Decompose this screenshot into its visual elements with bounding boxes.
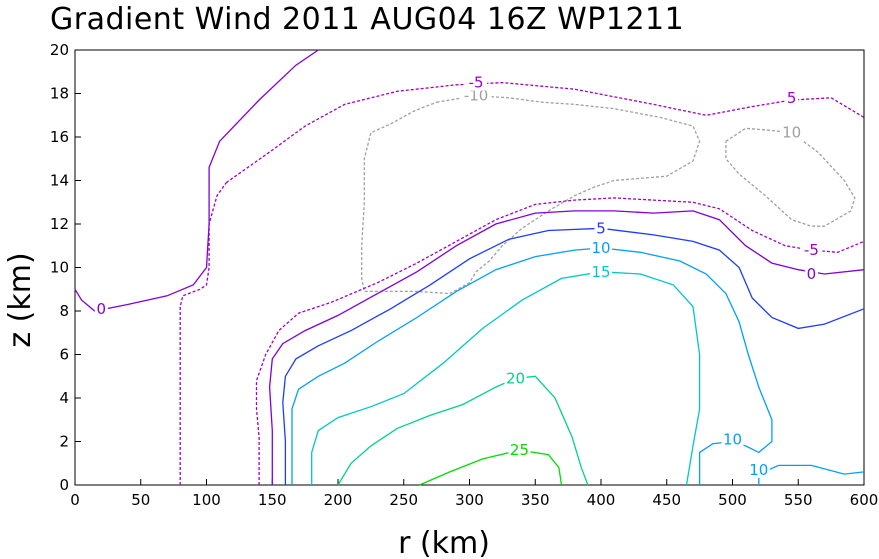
contour-line-25	[419, 449, 563, 486]
contour-label-background	[780, 124, 803, 141]
contour-line-neg5	[179, 182, 227, 485]
contour-line-neg10	[361, 95, 701, 295]
contour-label: 10	[723, 430, 742, 448]
x-tick-label: 0	[70, 491, 80, 509]
y-tick-label: 18	[50, 85, 69, 103]
x-tick-label: 500	[718, 491, 747, 509]
y-tick-label: 10	[50, 259, 69, 277]
y-axis: 0 2 4 6 8 10 12 14 16 18 20	[50, 41, 81, 494]
contour-label-background	[804, 266, 818, 283]
contour-label: 25	[510, 441, 529, 459]
contour-label: -5	[804, 241, 819, 259]
contour-lines	[74, 49, 865, 486]
contour-label-background	[594, 220, 608, 237]
y-tick-label: 14	[50, 172, 69, 190]
contour-line-10	[758, 464, 865, 485]
contour-line-neg5	[255, 197, 865, 485]
contour-line-5	[282, 227, 865, 485]
contour-label-background	[747, 461, 770, 478]
x-axis: 0 50 100 150 200 250 300 350 400 450 500 550 600	[70, 479, 878, 509]
contour-line-neg5	[225, 81, 865, 184]
x-tick-label: 550	[784, 491, 813, 509]
y-tick-label: 4	[59, 389, 69, 407]
contour-label-background	[590, 263, 612, 280]
plot-frame	[74, 49, 865, 486]
contour-line-0	[74, 49, 319, 312]
x-tick-label: 450	[652, 491, 681, 509]
x-tick-label: 150	[258, 491, 287, 509]
contour-label-background	[94, 300, 108, 317]
contour-line-neg10	[725, 127, 856, 227]
x-tick-label: 250	[389, 491, 418, 509]
contour-label: 10	[782, 124, 801, 142]
contour-label-background	[460, 87, 492, 104]
x-tick-label: 400	[587, 491, 616, 509]
contour-line-20	[337, 375, 589, 486]
contour-label: 0	[807, 265, 817, 283]
contour-label-background	[800, 242, 823, 259]
y-tick-label: 16	[50, 128, 69, 146]
contour-label: 5	[787, 89, 797, 107]
contour-label: 10	[591, 239, 610, 257]
contour-label-background	[590, 239, 612, 256]
contour-label-background	[508, 442, 531, 459]
contour-label-background	[465, 74, 488, 91]
contour-line-15	[311, 271, 701, 486]
contour-label: 15	[591, 263, 610, 281]
y-tick-label: 2	[59, 433, 69, 451]
contour-label: -10	[464, 87, 489, 105]
x-tick-label: 300	[455, 491, 484, 509]
contour-label-background	[721, 431, 744, 448]
x-tick-label: 600	[850, 491, 879, 509]
x-tick-label: 100	[192, 491, 221, 509]
contour-label: 0	[97, 300, 107, 318]
y-tick-label: 0	[59, 476, 69, 494]
y-tick-label: 8	[59, 302, 69, 320]
contour-label-background	[785, 89, 799, 106]
y-tick-label: 6	[59, 346, 69, 364]
y-tick-label: 20	[50, 41, 69, 59]
contour-label: 10	[749, 461, 768, 479]
y-axis-title: z (km)	[3, 252, 38, 347]
contour-label: 5	[596, 219, 606, 237]
contour-labels: -10 10 -5 5 -5 0 0 5 10 10 10 15 20 25	[94, 74, 823, 479]
chart-title: Gradient Wind 2011 AUG04 16Z WP1211	[50, 2, 684, 37]
x-tick-label: 50	[131, 491, 150, 509]
contour-label-background	[504, 370, 527, 387]
x-axis-title: r (km)	[398, 526, 490, 559]
y-tick-label: 12	[50, 215, 69, 233]
x-tick-label: 350	[521, 491, 550, 509]
x-tick-label: 200	[324, 491, 353, 509]
contour-line-0	[268, 210, 865, 485]
contour-label: 20	[506, 369, 525, 387]
contour-label: -5	[469, 74, 484, 92]
